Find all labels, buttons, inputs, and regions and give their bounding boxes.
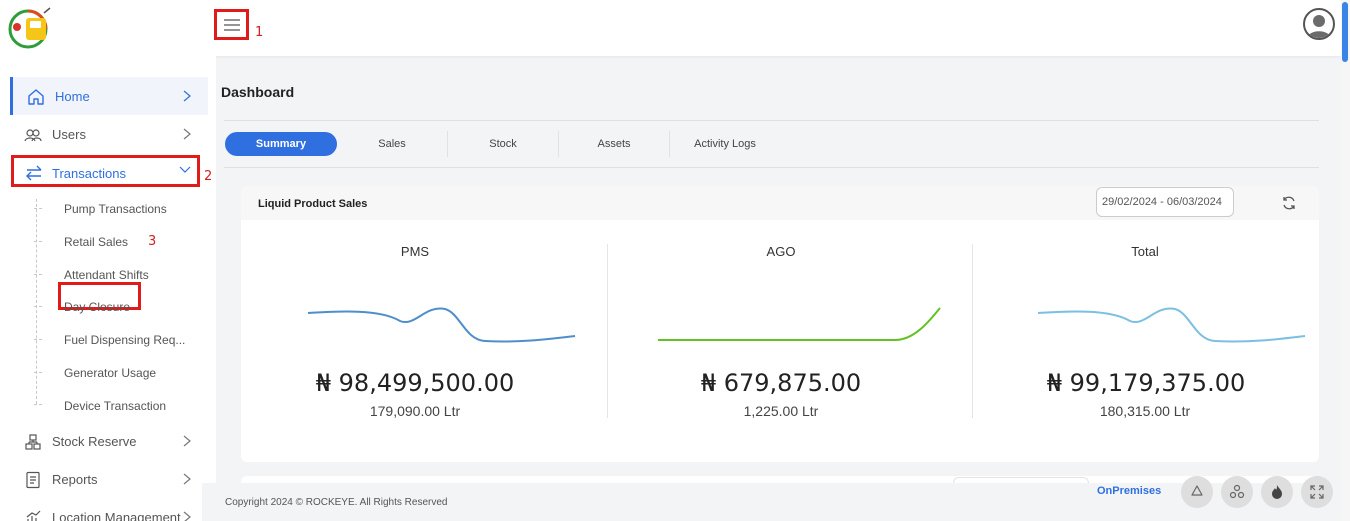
fire-button[interactable] [1261,476,1293,508]
tab-separator [447,131,448,157]
submenu-tick [34,404,42,405]
fuel-pump-logo-icon[interactable] [8,7,52,51]
sidebar-item-transactions[interactable]: Transactions [11,155,200,187]
column-divider [972,244,973,418]
chevron-right-icon [183,435,191,447]
sidebar-item-label: Users [52,127,86,142]
annotation-marker-1: 1 [255,25,264,40]
sidebar-item-label: Transactions [52,166,126,181]
liquid-product-sales-card: Liquid Product Sales 29/02/2024 - 06/03/… [241,186,1319,462]
sidebar-item-label: Stock Reserve [52,434,137,449]
card-header: Liquid Product Sales 29/02/2024 - 06/03/… [241,186,1319,220]
date-range-input[interactable]: 29/02/2024 - 06/03/2024 [1096,187,1234,217]
column-divider [607,244,608,418]
location-chart-icon [26,510,41,521]
ago-sparkline [658,307,941,341]
submenu-item-device-transaction[interactable]: Device Transaction [64,399,167,413]
pms-amount: ₦ 98,499,500.00 [315,369,515,397]
tab-assets[interactable]: Assets [597,138,631,150]
scrollbar-thumb[interactable] [1342,2,1348,62]
hamburger-icon [223,18,240,31]
page-title: Dashboard [221,84,295,100]
copyright-text: Copyright 2024 © ROCKEYE. All Rights Res… [225,497,448,508]
expand-button[interactable] [1301,476,1333,508]
total-sparkline [1037,307,1306,343]
chevron-right-icon [183,511,191,521]
pms-sparkline [307,307,576,343]
recycle-icon [1191,485,1203,496]
submenu-tick [34,372,42,373]
sidebar-item-users[interactable]: Users [10,115,208,153]
submenu-tick [34,208,42,209]
submenu-item-day-closure[interactable]: Day Closure [64,300,131,314]
top-bar: 1 [0,0,1341,56]
sidebar-item-label: Home [55,89,90,104]
annotation-marker-2: 2 [204,169,213,184]
submenu-guide-line [36,199,37,404]
highlight-box-retail-sales [58,282,141,310]
deployment-mode-label: OnPremises [1097,485,1162,497]
card-title: Liquid Product Sales [258,198,368,210]
sidebar-item-location-management[interactable]: Location Management [10,498,208,521]
users-icon [24,129,42,142]
tab-stock[interactable]: Stock [489,138,517,150]
tab-separator [558,131,559,157]
sidebar-item-stock-reserve[interactable]: Stock Reserve [10,422,208,460]
submenu-tick [34,241,42,242]
tabs-divider-top [224,120,1319,121]
sidebar-item-reports[interactable]: Reports [10,460,208,498]
submenu-item-retail-sales[interactable]: Retail Sales [64,235,129,249]
transfer-arrows-icon [26,165,42,181]
column-title-ago: AGO [766,244,796,259]
submenu-tick [34,306,42,307]
footer: Copyright 2024 © ROCKEYE. All Rights Res… [202,476,1341,521]
column-title-pms: PMS [400,244,430,259]
page-scrollbar[interactable] [1341,0,1350,521]
annotation-marker-3: 3 [148,234,157,249]
sidebar-item-home[interactable]: Home [10,77,208,115]
total-quantity: 180,315.00 Ltr [1099,403,1191,419]
user-avatar-icon[interactable] [1303,8,1335,40]
stock-reserve-icon [25,434,41,450]
home-icon [28,89,44,105]
tab-separator [669,131,670,157]
submenu-item-generator-usage[interactable]: Generator Usage [64,366,157,380]
submenu-item-pump-transactions[interactable]: Pump Transactions [64,202,167,216]
ago-amount: ₦ 679,875.00 [700,369,862,397]
sidebar-item-label: Location Management [52,510,181,521]
next-card-peek [241,476,1319,486]
menu-toggle-button[interactable] [214,9,249,40]
submenu-tick [34,274,42,275]
chevron-right-icon [183,473,191,485]
column-title-total: Total [1131,244,1159,259]
chevron-down-icon [179,166,191,173]
tabs-divider-bottom [224,167,1319,168]
report-icon [26,471,40,489]
tab-sales[interactable]: Sales [378,138,406,150]
sidebar: Home Users Transactions 2 Pump Transacti… [0,56,216,521]
total-amount: ₦ 99,179,375.00 [1046,369,1246,397]
tab-summary[interactable]: Summary [225,132,337,156]
submenu-tick [34,339,42,340]
cluster-button[interactable] [1221,476,1253,508]
refresh-icon[interactable] [1281,195,1297,211]
chevron-right-icon [183,90,191,102]
expand-icon [1310,485,1324,499]
pms-quantity: 179,090.00 Ltr [369,403,461,419]
sidebar-item-label: Reports [52,472,98,487]
fire-icon [1272,485,1282,499]
recycle-button[interactable] [1181,476,1213,508]
cluster-icon [1229,484,1245,499]
ago-quantity: 1,225.00 Ltr [743,403,819,419]
tab-activity-logs[interactable]: Activity Logs [694,138,756,150]
submenu-item-fuel-dispensing[interactable]: Fuel Dispensing Req... [64,333,186,347]
chevron-right-icon [183,128,191,140]
submenu-item-attendant-shifts[interactable]: Attendant Shifts [64,268,149,282]
